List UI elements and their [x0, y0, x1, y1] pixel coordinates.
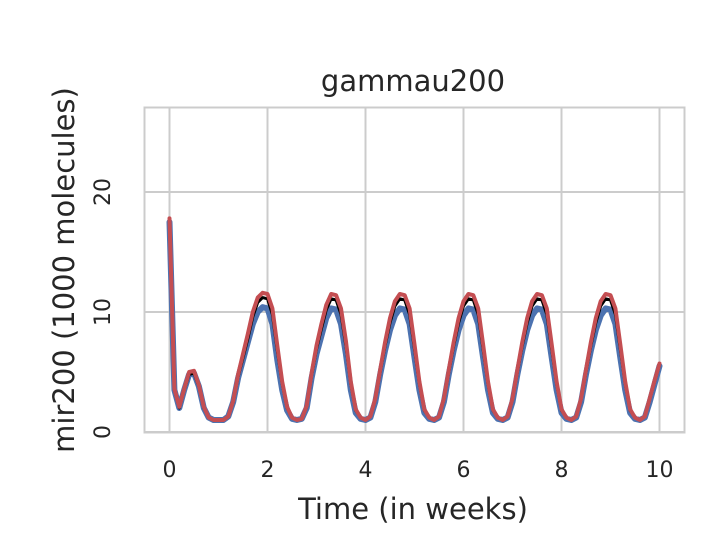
x-tick-label: 4	[359, 458, 373, 483]
y-tick-label: 20	[91, 178, 116, 206]
x-tick-label: 10	[646, 458, 674, 483]
x-axis-label: Time (in weeks)	[297, 492, 528, 526]
y-tick-label: 10	[91, 298, 116, 326]
x-tick-label: 8	[555, 458, 569, 483]
chart-title: gammau200	[321, 64, 505, 98]
plot-frame	[143, 106, 686, 434]
tick-labels: 0 2 4 6 8 10 0 10 20	[91, 178, 674, 483]
x-tick-label: 2	[261, 458, 275, 483]
x-tick-label: 0	[163, 458, 177, 483]
series-line-2	[167, 216, 662, 422]
y-axis-label: mir200 (1000 molecules)	[47, 87, 81, 453]
y-tick-label: 0	[91, 425, 116, 439]
grid	[145, 108, 684, 433]
series-layer	[166, 216, 663, 423]
x-tick-label: 6	[457, 458, 471, 483]
series-line-0	[166, 219, 663, 423]
